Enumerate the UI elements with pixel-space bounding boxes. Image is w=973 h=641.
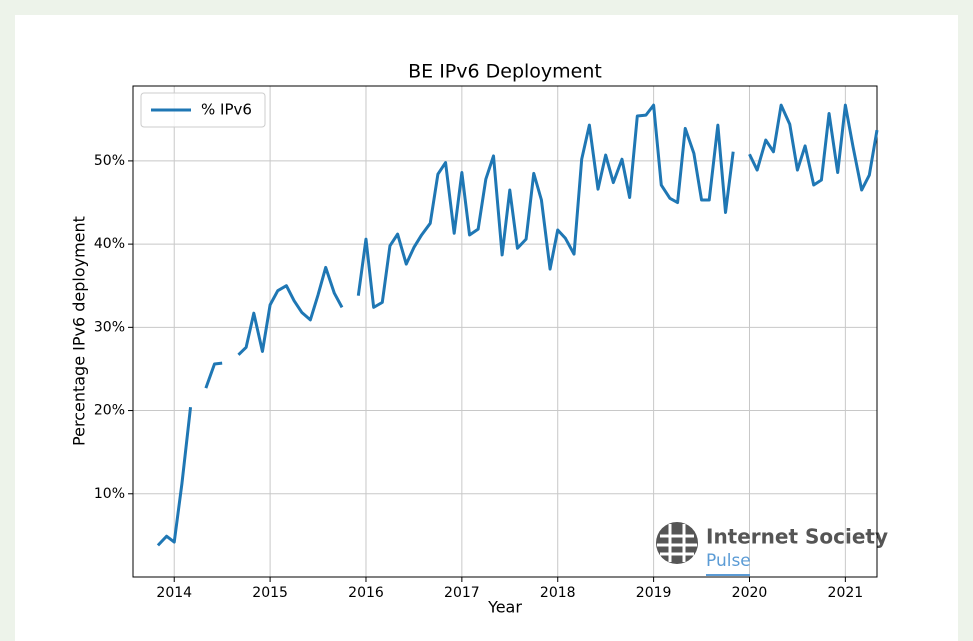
y-tick-label: 30% — [94, 319, 125, 335]
x-tick-label: 2019 — [636, 585, 672, 601]
x-tick-label: 2014 — [156, 585, 192, 601]
watermark-icon-lines — [657, 524, 697, 562]
x-tick-label: 2016 — [348, 585, 384, 601]
data-line — [156, 103, 879, 547]
legend-box — [140, 92, 266, 128]
x-axis-label: Year — [487, 598, 522, 617]
plot-frame — [132, 85, 878, 578]
y-tick-label: 10% — [94, 486, 125, 502]
y-tick-label: 50% — [94, 153, 125, 169]
y-axis-label: Percentage IPv6 deployment — [70, 216, 89, 446]
x-tick-label: 2020 — [732, 585, 768, 601]
chart-title: BE IPv6 Deployment — [408, 61, 602, 83]
x-tick-label: 2015 — [252, 585, 288, 601]
legend-label: % IPv6 — [201, 101, 252, 119]
y-tick-label: 20% — [94, 403, 125, 419]
y-tick-label: 40% — [94, 236, 125, 252]
watermark-text: Internet Society — [706, 525, 888, 549]
watermark-subtext: Pulse — [706, 551, 751, 571]
x-tick-label: 2018 — [540, 585, 576, 601]
x-tick-label: 2017 — [444, 585, 480, 601]
x-tick-label: 2021 — [828, 585, 864, 601]
watermark-icon — [656, 522, 698, 564]
watermark: Internet Society Pulse — [656, 522, 888, 576]
